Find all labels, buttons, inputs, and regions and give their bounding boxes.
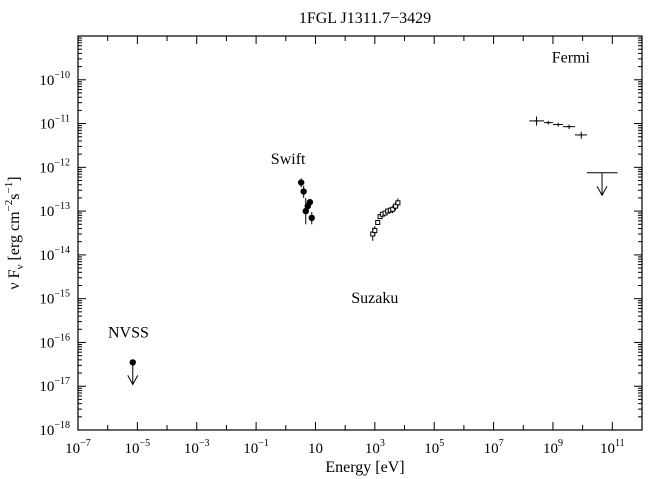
y-tick-label-exp: −11	[55, 114, 70, 125]
series-fermi	[529, 116, 618, 197]
x-tick-label: 1011	[600, 438, 625, 457]
x-tick-label: 105	[424, 438, 444, 457]
x-tick-label: 10−7	[65, 438, 91, 457]
x-tick-label: 10−5	[125, 438, 151, 457]
x-tick-label-base: 10	[600, 441, 615, 457]
x-tick-label-base: 10	[125, 441, 140, 457]
annotation-suzaku: Suzaku	[351, 290, 398, 307]
y-axis-label: ν Fν [erg cm−2s−1]	[3, 176, 26, 289]
x-tick-label-base: 10	[184, 441, 199, 457]
x-tick-label-exp: 9	[558, 438, 563, 449]
x-tick-label-base: 10	[243, 441, 258, 457]
x-tick-label-exp: −7	[80, 438, 91, 449]
annotations: Fermi Swift Suzaku NVSS	[108, 49, 591, 341]
data-marks	[127, 116, 618, 386]
y-tick-label: 10−12	[39, 157, 70, 176]
y-tick-label-base: 10	[39, 335, 54, 351]
y-tick-label-base: 10	[39, 379, 54, 395]
x-tick-label-base: 10	[424, 441, 439, 457]
series-nvss	[127, 359, 139, 386]
y-tick-label-base: 10	[39, 160, 54, 176]
data-point	[390, 206, 396, 212]
x-tick-label-base: 10	[65, 441, 80, 457]
upper-limit-arrow-head	[127, 375, 139, 386]
data-point	[129, 359, 136, 366]
y-tick-label-exp: −12	[54, 157, 70, 168]
y-axis-label-exp1: −2	[3, 200, 15, 212]
x-axis-label: Energy [eV]	[325, 459, 404, 476]
data-point	[306, 198, 314, 206]
y-tick-label-base: 10	[39, 423, 54, 439]
y-tick-label-base: 10	[39, 292, 54, 308]
x-tick-label-exp: −1	[258, 438, 269, 449]
axis-ticks	[77, 35, 643, 431]
data-point	[395, 200, 401, 206]
plot-frame	[77, 35, 643, 431]
data-point	[308, 214, 315, 222]
series-suzaku	[370, 198, 401, 241]
y-tick-label-base: 10	[39, 204, 54, 220]
x-tick-label-base: 10	[365, 441, 380, 457]
annotation-swift: Swift	[271, 151, 306, 168]
x-tick-label-exp: 5	[439, 438, 444, 449]
upper-limit-arrow-head	[596, 186, 608, 197]
x-tick-label: 109	[543, 438, 563, 457]
x-tick-label-base: 10	[308, 441, 323, 457]
x-tick-label-base: 10	[543, 441, 558, 457]
x-tick-label: 10	[308, 441, 323, 457]
x-tick-label-base: 10	[484, 441, 499, 457]
y-tick-label: 10−13	[39, 201, 70, 220]
y-tick-label: 10−11	[40, 114, 70, 133]
data-point	[300, 188, 307, 195]
y-tick-label-exp: −16	[54, 332, 70, 343]
x-tick-label-exp: −3	[199, 438, 210, 449]
y-tick-label-exp: −10	[54, 70, 70, 81]
y-axis-label-close: ]	[6, 176, 23, 181]
y-tick-label: 10−15	[39, 289, 70, 308]
y-tick-label-base: 10	[39, 73, 54, 89]
y-tick-label-exp: −13	[54, 201, 70, 212]
data-point	[375, 219, 381, 225]
y-axis-label-units-open: [erg cm	[6, 211, 23, 265]
y-tick-label: 10−16	[39, 332, 70, 351]
y-tick-label-exp: −17	[54, 376, 70, 387]
x-tick-label: 10−3	[184, 438, 210, 457]
annotation-fermi: Fermi	[552, 49, 591, 66]
y-axis-label-sub: ν	[14, 264, 26, 269]
x-tick-label-exp: 7	[499, 438, 504, 449]
x-tick-label: 103	[365, 438, 385, 457]
y-axis-label-exp2: −1	[3, 182, 15, 194]
data-point	[372, 228, 378, 234]
y-tick-label-base: 10	[40, 117, 55, 133]
x-tick-label-exp: −5	[140, 438, 151, 449]
y-tick-label: 10−10	[39, 70, 70, 89]
x-tick-label-exp: 3	[380, 438, 385, 449]
series-swift	[297, 178, 315, 225]
chart-title: 1FGL J1311.7−3429	[299, 10, 431, 27]
x-tick-label: 10−1	[243, 438, 269, 457]
y-tick-label-exp: −14	[54, 245, 70, 256]
x-tick-label: 107	[484, 438, 504, 457]
y-tick-labels: 10−1810−1710−1610−1510−1410−1310−1210−11…	[39, 70, 70, 439]
x-tick-label-exp: 11	[615, 438, 625, 449]
data-point	[297, 179, 305, 186]
y-tick-label: 10−18	[39, 420, 70, 439]
y-tick-label-base: 10	[39, 248, 54, 264]
y-tick-label-exp: −15	[54, 289, 70, 300]
y-tick-label: 10−17	[39, 376, 70, 395]
y-tick-label: 10−14	[39, 245, 70, 264]
y-tick-label-exp: −18	[54, 420, 70, 431]
x-tick-labels: 10−7 10−5 10−3 10−1 10 103 105 107 109 1011	[65, 438, 624, 457]
y-axis-label-mid: s	[6, 193, 23, 199]
annotation-nvss: NVSS	[108, 324, 149, 341]
y-axis-label-main: ν F	[6, 269, 23, 289]
